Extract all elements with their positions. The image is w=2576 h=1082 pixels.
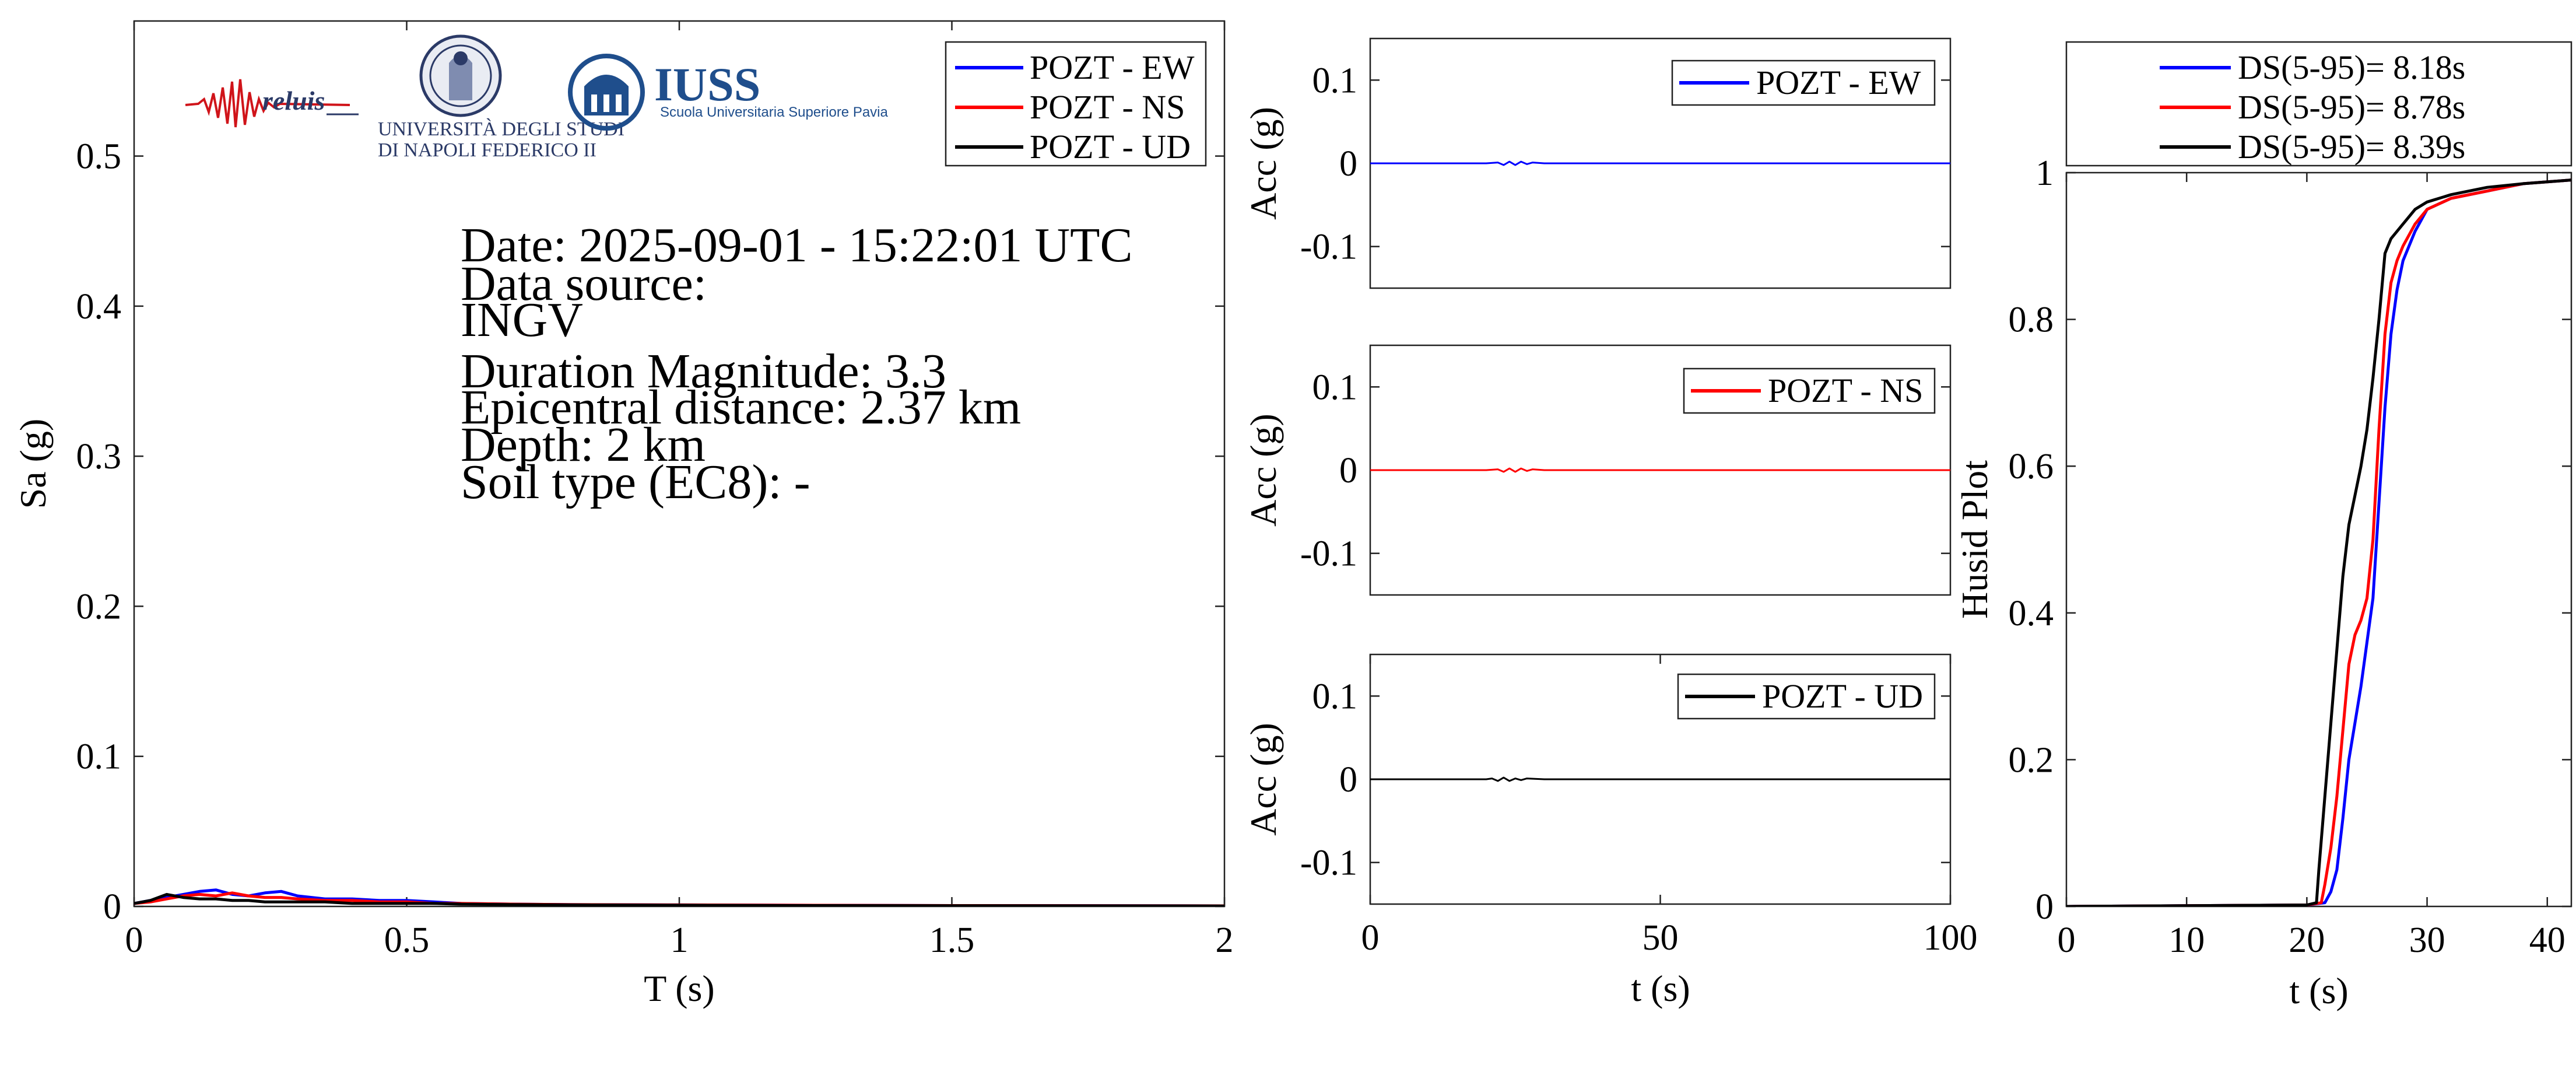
y-tick-label: 0.4 [2009, 594, 2054, 633]
y-axis-label: Acc (g) [1243, 723, 1284, 836]
husid-plot: 00.20.40.60.810 10 20 30 40t (s)Husid PlotDS… [1954, 41, 2573, 1011]
series-line [1370, 776, 1950, 782]
legend-entry: DS(5-95)= 8.18s [2238, 48, 2465, 86]
info-date: Date: 2025-09-01 - 15:22:01 UTC [461, 218, 1133, 272]
reluis-seismogram-icon [185, 79, 350, 128]
y-tick-label: 0.2 [76, 587, 122, 626]
acc-ns-plot: -0.1 0 0.1 Acc (g) POZT - NS [1243, 344, 1952, 596]
event-info: Date: 2025-09-01 - 15:22:01 UTC Data sou… [461, 218, 1133, 509]
info-data-source-label: Data source: [461, 257, 707, 311]
acc-ew-plot: -0.1 0 0.1 Acc (g) POZT - EW [1243, 37, 1952, 289]
y-tick-label: 0 [1339, 144, 1357, 184]
x-axis-label: t (s) [2289, 970, 2348, 1011]
series-line [2066, 178, 2571, 906]
info-soil-type: Soil type (EC8): - [461, 455, 810, 509]
unina-text-line2: DI NAPOLI FEDERICO II [378, 139, 596, 161]
y-tick-label: 0.1 [1312, 367, 1358, 407]
x-tick-label: 1 [671, 920, 689, 960]
legend-entry: POZT - NS [1030, 88, 1185, 126]
x-tick-label: 40 [2529, 920, 2566, 960]
x-tick-label: 100 [1924, 918, 1978, 958]
y-tick-label: 0.4 [76, 287, 122, 327]
y-tick-label: 0.1 [1312, 61, 1358, 100]
y-tick-label: 0 [1339, 760, 1357, 800]
x-tick-label: 50 [1643, 918, 1679, 958]
axes-frame [2065, 171, 2573, 908]
legend-entry: POZT - UD [1762, 677, 1923, 715]
x-tick-label: 30 [2409, 920, 2445, 960]
y-axis-label: Husid Plot [1954, 460, 1995, 619]
y-tick-label: 0 [103, 887, 121, 927]
info-epicentral-distance: Epicentral distance: 2.37 km [461, 380, 1021, 435]
legend-entry: DS(5-95)= 8.39s [2238, 128, 2465, 166]
y-tick-label: 0.1 [1312, 677, 1358, 716]
reluis-text: reluis [262, 86, 325, 115]
x-tick-label: 0 [125, 920, 143, 960]
y-tick-label: 0.3 [76, 437, 122, 477]
iuss-building-icon [568, 54, 645, 131]
series-line [1370, 160, 1950, 166]
x-tick-label: 20 [2289, 920, 2325, 960]
y-tick-label: 0.5 [76, 137, 122, 177]
series-line [2066, 178, 2571, 906]
y-tick-label: 0.8 [2009, 300, 2054, 340]
y-axis-label: Sa (g) [12, 419, 54, 509]
series-line [1370, 467, 1950, 473]
x-tick-label: 0 [2058, 920, 2076, 960]
info-magnitude: Duration Magnitude: 3.3 [461, 344, 946, 398]
y-tick-label: -0.1 [1300, 534, 1357, 574]
y-tick-label: 0.1 [76, 737, 122, 777]
legend-entry: POZT - EW [1756, 64, 1921, 101]
y-tick-label: 1 [2035, 153, 2054, 193]
y-axis-label: Acc (g) [1243, 414, 1284, 527]
legend-box [945, 41, 1207, 167]
legend-entry: POZT - EW [1030, 48, 1195, 86]
info-depth: Depth: 2 km [461, 418, 706, 472]
info-data-source: INGV [461, 293, 583, 347]
y-axis-label: Acc (g) [1243, 107, 1284, 220]
x-axis-label: t (s) [1631, 968, 1690, 1009]
reluis-logo: reluis [185, 79, 359, 128]
x-axis-label: T (s) [644, 968, 714, 1009]
unina-logo: UNIVERSITÀ DEGLI STUDI DI NAPOLI FEDERIC… [378, 34, 624, 161]
iuss-title: IUSS [654, 58, 760, 111]
x-tick-label: 10 [2168, 920, 2205, 960]
x-tick-label: 0 [1361, 918, 1380, 958]
y-tick-label: 0 [1339, 451, 1357, 491]
x-tick-label: 0.5 [384, 920, 430, 960]
x-tick-label: 1.5 [929, 920, 975, 960]
legend-entry: DS(5-95)= 8.78s [2238, 88, 2465, 126]
iuss-logo: IUSS Scuola Universitaria Superiore Pavi… [568, 54, 889, 131]
x-tick-label: 2 [1216, 920, 1234, 960]
y-tick-label: -0.1 [1300, 227, 1357, 267]
y-tick-label: -0.1 [1300, 843, 1357, 883]
legend-box [1671, 59, 1936, 106]
series-line [134, 892, 1224, 906]
y-tick-label: 0.6 [2009, 447, 2054, 486]
spectrum-plot: 0 0.1 0.2 0.3 0.4 0.5 0 0.5 1 1.5 2 T (s) Sa (g) POZT… [12, 20, 1234, 1009]
legend-box [2065, 41, 2573, 167]
y-tick-label: 0.2 [2009, 740, 2054, 780]
iuss-subtitle: Scuola Universitaria Superiore Pavia [660, 104, 889, 120]
legend-entry: POZT - UD [1030, 128, 1191, 166]
legend-entry: POZT - NS [1768, 372, 1923, 409]
y-tick-label: 0 [2035, 887, 2054, 927]
